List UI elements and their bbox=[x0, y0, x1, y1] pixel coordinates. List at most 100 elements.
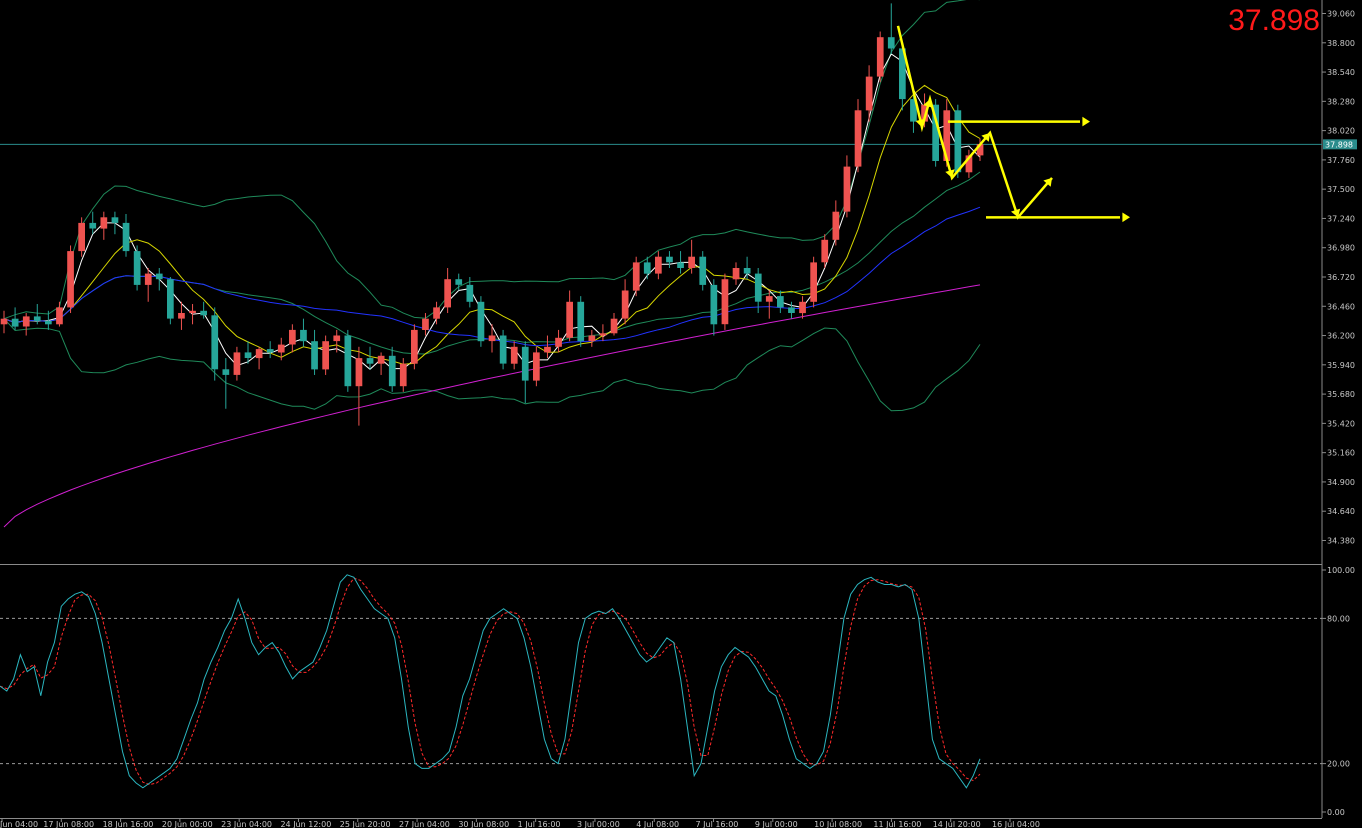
candle-body bbox=[477, 301, 485, 342]
candle-body bbox=[743, 268, 751, 274]
stoch-signal-line bbox=[0, 577, 981, 786]
arrow-head bbox=[1011, 208, 1021, 218]
time-tick-label: 17 Jun 08:00 bbox=[43, 820, 94, 828]
candle-body bbox=[366, 358, 374, 364]
candle bbox=[832, 200, 840, 246]
candle bbox=[643, 256, 651, 280]
candle bbox=[965, 149, 973, 178]
candle bbox=[699, 251, 707, 291]
candle-body bbox=[78, 222, 85, 252]
candle bbox=[510, 341, 518, 370]
time-tick-label: 24 Jun 12:00 bbox=[280, 820, 331, 828]
candle bbox=[843, 155, 851, 218]
candle bbox=[899, 42, 906, 111]
price-tick-label: 38.280 bbox=[1327, 97, 1355, 106]
candle-body bbox=[765, 296, 773, 302]
candle-body bbox=[510, 346, 518, 364]
candle-body bbox=[333, 335, 341, 342]
candle-body bbox=[100, 217, 108, 229]
candle bbox=[876, 31, 884, 83]
candle bbox=[266, 341, 274, 359]
candle-body bbox=[721, 279, 729, 325]
time-tick-label: 9 Jul 00:00 bbox=[755, 820, 798, 828]
bollinger-lower bbox=[3, 318, 981, 412]
candle-body bbox=[322, 341, 329, 370]
ma-magenta-line bbox=[3, 284, 981, 528]
resistance-arrow-head bbox=[1082, 116, 1090, 127]
candle-body bbox=[699, 256, 707, 285]
candle-body bbox=[178, 313, 185, 319]
time-tick-label: 25 Jun 20:00 bbox=[340, 820, 391, 828]
candle-body bbox=[244, 352, 252, 358]
stoch-tick-label: 80.00 bbox=[1327, 614, 1350, 623]
arrow-head bbox=[945, 169, 955, 178]
time-tick-label: 20 Jun 00:00 bbox=[162, 820, 213, 828]
candle bbox=[732, 262, 740, 285]
candle bbox=[200, 301, 207, 319]
candle bbox=[344, 329, 352, 392]
time-tick-label: 1 Jul 16:00 bbox=[518, 820, 561, 828]
candle-body bbox=[843, 166, 851, 212]
arrow-head bbox=[923, 99, 933, 108]
candle bbox=[810, 256, 817, 308]
candle-body bbox=[56, 307, 63, 325]
candle bbox=[954, 104, 962, 178]
candle-body bbox=[566, 301, 573, 338]
price-tick-label: 38.020 bbox=[1327, 127, 1355, 136]
candle-body bbox=[965, 155, 973, 173]
candle bbox=[710, 279, 718, 336]
candle-body bbox=[388, 355, 396, 387]
candle-body bbox=[33, 316, 41, 321]
time-tick-label: 23 Jun 04:00 bbox=[221, 820, 272, 828]
candle bbox=[455, 273, 463, 291]
price-tick-label: 35.160 bbox=[1327, 449, 1355, 458]
candle-body bbox=[255, 349, 263, 359]
candle bbox=[488, 324, 496, 353]
time-tick-label: 16 Jul 04:00 bbox=[992, 820, 1040, 828]
current-price-badge-text: 37.898 bbox=[1325, 140, 1353, 149]
candle-body bbox=[555, 337, 562, 347]
candle bbox=[255, 346, 263, 370]
candle-body bbox=[122, 222, 130, 252]
candle bbox=[887, 3, 895, 55]
candle-body bbox=[821, 239, 829, 263]
price-tick-label: 37.240 bbox=[1327, 214, 1355, 223]
stoch-tick-label: 0.00 bbox=[1327, 808, 1345, 817]
candle bbox=[388, 346, 396, 392]
price-tick-label: 35.940 bbox=[1327, 361, 1355, 370]
candle bbox=[544, 335, 551, 359]
time-tick-label: 11 Jul 16:00 bbox=[873, 820, 921, 828]
candle bbox=[22, 313, 30, 336]
candle-body bbox=[754, 273, 762, 302]
price-tick-label: 36.980 bbox=[1327, 244, 1355, 253]
candle bbox=[422, 313, 429, 336]
candle-body bbox=[22, 316, 30, 327]
candle-body bbox=[155, 273, 163, 280]
chart-frame bbox=[0, 0, 1323, 819]
time-tick-label: 10 Jul 08:00 bbox=[814, 820, 862, 828]
candle-body bbox=[167, 279, 174, 319]
candle bbox=[466, 276, 474, 308]
candle-body bbox=[521, 346, 529, 381]
candle bbox=[477, 296, 485, 347]
arrow-annotations bbox=[896, 25, 1130, 223]
price-tick-label: 36.720 bbox=[1327, 273, 1355, 282]
candle bbox=[366, 346, 374, 370]
candle-body bbox=[89, 222, 97, 229]
candle bbox=[233, 346, 241, 381]
candle bbox=[300, 318, 307, 347]
candlesticks bbox=[0, 3, 984, 426]
candle bbox=[67, 245, 74, 314]
candle bbox=[621, 279, 629, 325]
arrow-head bbox=[915, 118, 925, 128]
candle bbox=[721, 273, 729, 330]
candle-body bbox=[666, 256, 673, 263]
time-tick-label: 27 Jun 04:00 bbox=[399, 820, 450, 828]
candle-body bbox=[433, 307, 440, 319]
candle bbox=[78, 217, 85, 257]
candle-body bbox=[799, 301, 806, 314]
candle-body bbox=[788, 307, 795, 313]
price-tick-label: 35.680 bbox=[1327, 390, 1355, 399]
stoch-tick-label: 100.00 bbox=[1327, 566, 1355, 575]
moving-averages bbox=[3, 53, 981, 528]
